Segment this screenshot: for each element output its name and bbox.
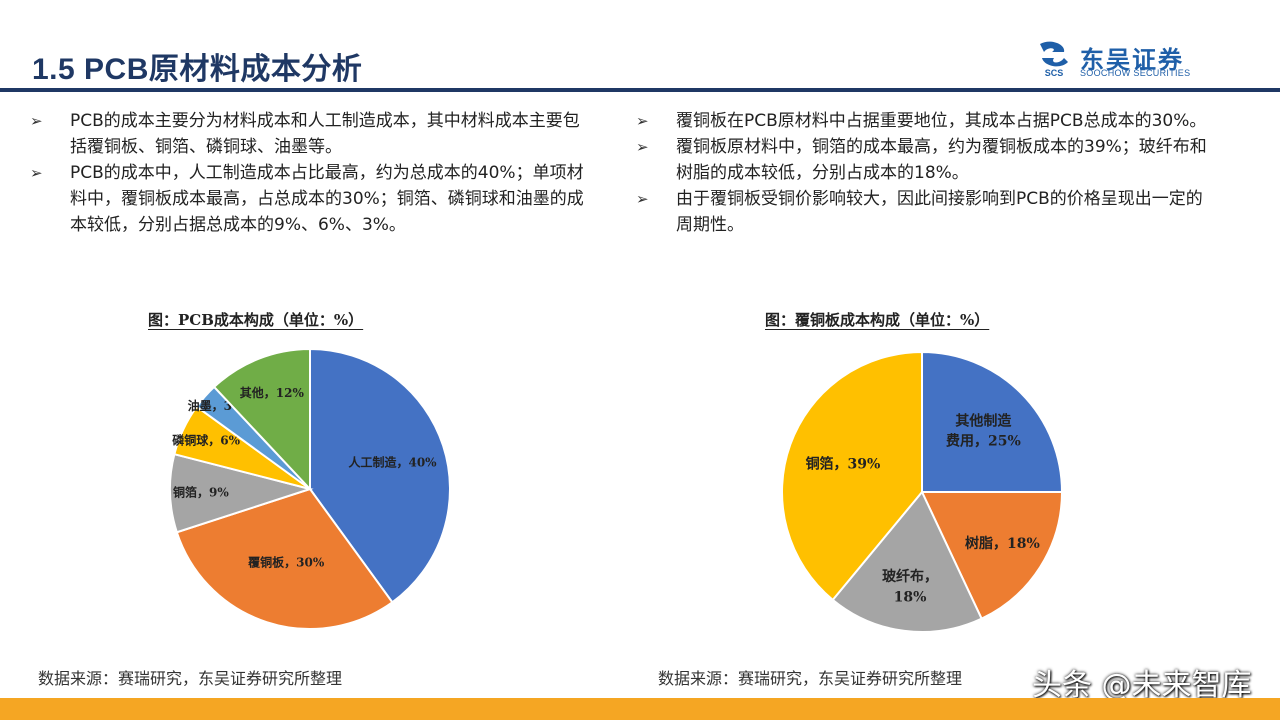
pie-slice-玻纤布 (831, 490, 983, 633)
pcb-cost-chart-title: 图：PCB成本构成（单位：%） (148, 311, 364, 329)
right-bullet-list: ➢ 覆铜板在PCB原材料中占据重要地位，其成本占据PCB总成本的30%。 ➢ 覆… (636, 108, 1216, 238)
pie-slice-其他制造费用 (921, 350, 1064, 493)
pie-label-铜箔: 铜箔，9% (173, 485, 229, 500)
arrow-bullet-icon: ➢ (30, 112, 43, 130)
arrow-bullet-icon: ➢ (636, 112, 649, 130)
bullet-text: 覆铜板在PCB原材料中占据重要地位，其成本占据PCB总成本的30%。 (676, 111, 1207, 131)
pie-label-其他制造费用: 其他制造费用，25% (946, 412, 1021, 449)
arrow-bullet-icon: ➢ (636, 138, 649, 156)
ccl-cost-chart-title: 图：覆铜板成本构成（单位：%） (765, 311, 990, 329)
pie-slice-覆铜板 (175, 487, 394, 630)
bullet-item: ➢ 覆铜板在PCB原材料中占据重要地位，其成本占据PCB总成本的30%。 (636, 108, 1216, 134)
bullet-item: ➢ PCB的成本主要分为材料成本和人工制造成本，其中材料成本主要包括覆铜板、铜箔… (30, 108, 590, 160)
pie-slice-其他 (212, 347, 311, 492)
pie-slice-铜箔 (169, 452, 314, 534)
arrow-bullet-icon: ➢ (636, 190, 649, 208)
pie-label-磷铜球: 磷铜球，6% (172, 432, 240, 447)
pie-label-覆铜板: 覆铜板，30% (247, 554, 325, 569)
logo-mark-text: SCS (1045, 68, 1064, 78)
ccl-cost-pie-chart: 其他制造费用，25% 树脂，18% 玻纤布， 18% 铜箔，39% (781, 350, 1064, 633)
pie-label-玻纤布: 玻纤布， 18% (882, 568, 938, 605)
bullet-text: PCB的成本主要分为材料成本和人工制造成本，其中材料成本主要包括覆铜板、铜箔、磷… (70, 111, 580, 157)
bullet-item: ➢ 覆铜板原材料中，铜箔的成本最高，约为覆铜板成本的39%；玻纤布和树脂的成本较… (636, 134, 1216, 186)
bullet-item: ➢ 由于覆铜板受铜价影响较大，因此间接影响到PCB的价格呈现出一定的周期性。 (636, 186, 1216, 238)
bullet-text: 覆铜板原材料中，铜箔的成本最高，约为覆铜板成本的39%；玻纤布和树脂的成本较低，… (676, 137, 1207, 183)
logo-english-name: SOOCHOW SECURITIES (1080, 68, 1191, 78)
logo-chinese-name: 东吴证券 (1080, 46, 1184, 74)
watermark: 头条 @未来智库 (1032, 668, 1252, 703)
title-divider (0, 88, 1280, 92)
soochow-logo: SCS 东吴证券 SOOCHOW SECURITIES (1034, 40, 1224, 80)
bullet-item: ➢ PCB的成本中，人工制造成本占比最高，约为总成本的40%；单项材料中，覆铜板… (30, 160, 590, 238)
source-note: 数据来源：赛瑞研究，东吴证券研究所整理 (658, 669, 963, 688)
footer-bar (0, 698, 1280, 720)
page-title: 1.5 PCB原材料成本分析 (32, 53, 363, 86)
logo-mark-icon: SCS (1040, 41, 1068, 78)
pie-slice-树脂 (920, 491, 1064, 621)
pie-label-树脂: 树脂，18% (965, 535, 1040, 552)
pie-label-其他: 其他，12% (240, 385, 305, 400)
left-bullet-list: ➢ PCB的成本主要分为材料成本和人工制造成本，其中材料成本主要包括覆铜板、铜箔… (30, 108, 590, 238)
pie-label-铜箔: 铜箔，39% (806, 455, 881, 472)
bullet-text: PCB的成本中，人工制造成本占比最高，约为总成本的40%；单项材料中，覆铜板成本… (70, 163, 584, 235)
source-note: 数据来源：赛瑞研究，东吴证券研究所整理 (38, 669, 343, 688)
pie-label-人工制造: 人工制造，40% (348, 454, 437, 469)
pie-slice-铜箔 (781, 350, 923, 602)
arrow-bullet-icon: ➢ (30, 164, 43, 182)
pie-slice-人工制造 (309, 347, 451, 604)
pcb-cost-pie-chart: 人工制造，40%覆铜板，30%铜箔，9%磷铜球，6%油墨，3%其他，12% (169, 347, 451, 630)
bullet-text: 由于覆铜板受铜价影响较大，因此间接影响到PCB的价格呈现出一定的周期性。 (676, 189, 1203, 235)
